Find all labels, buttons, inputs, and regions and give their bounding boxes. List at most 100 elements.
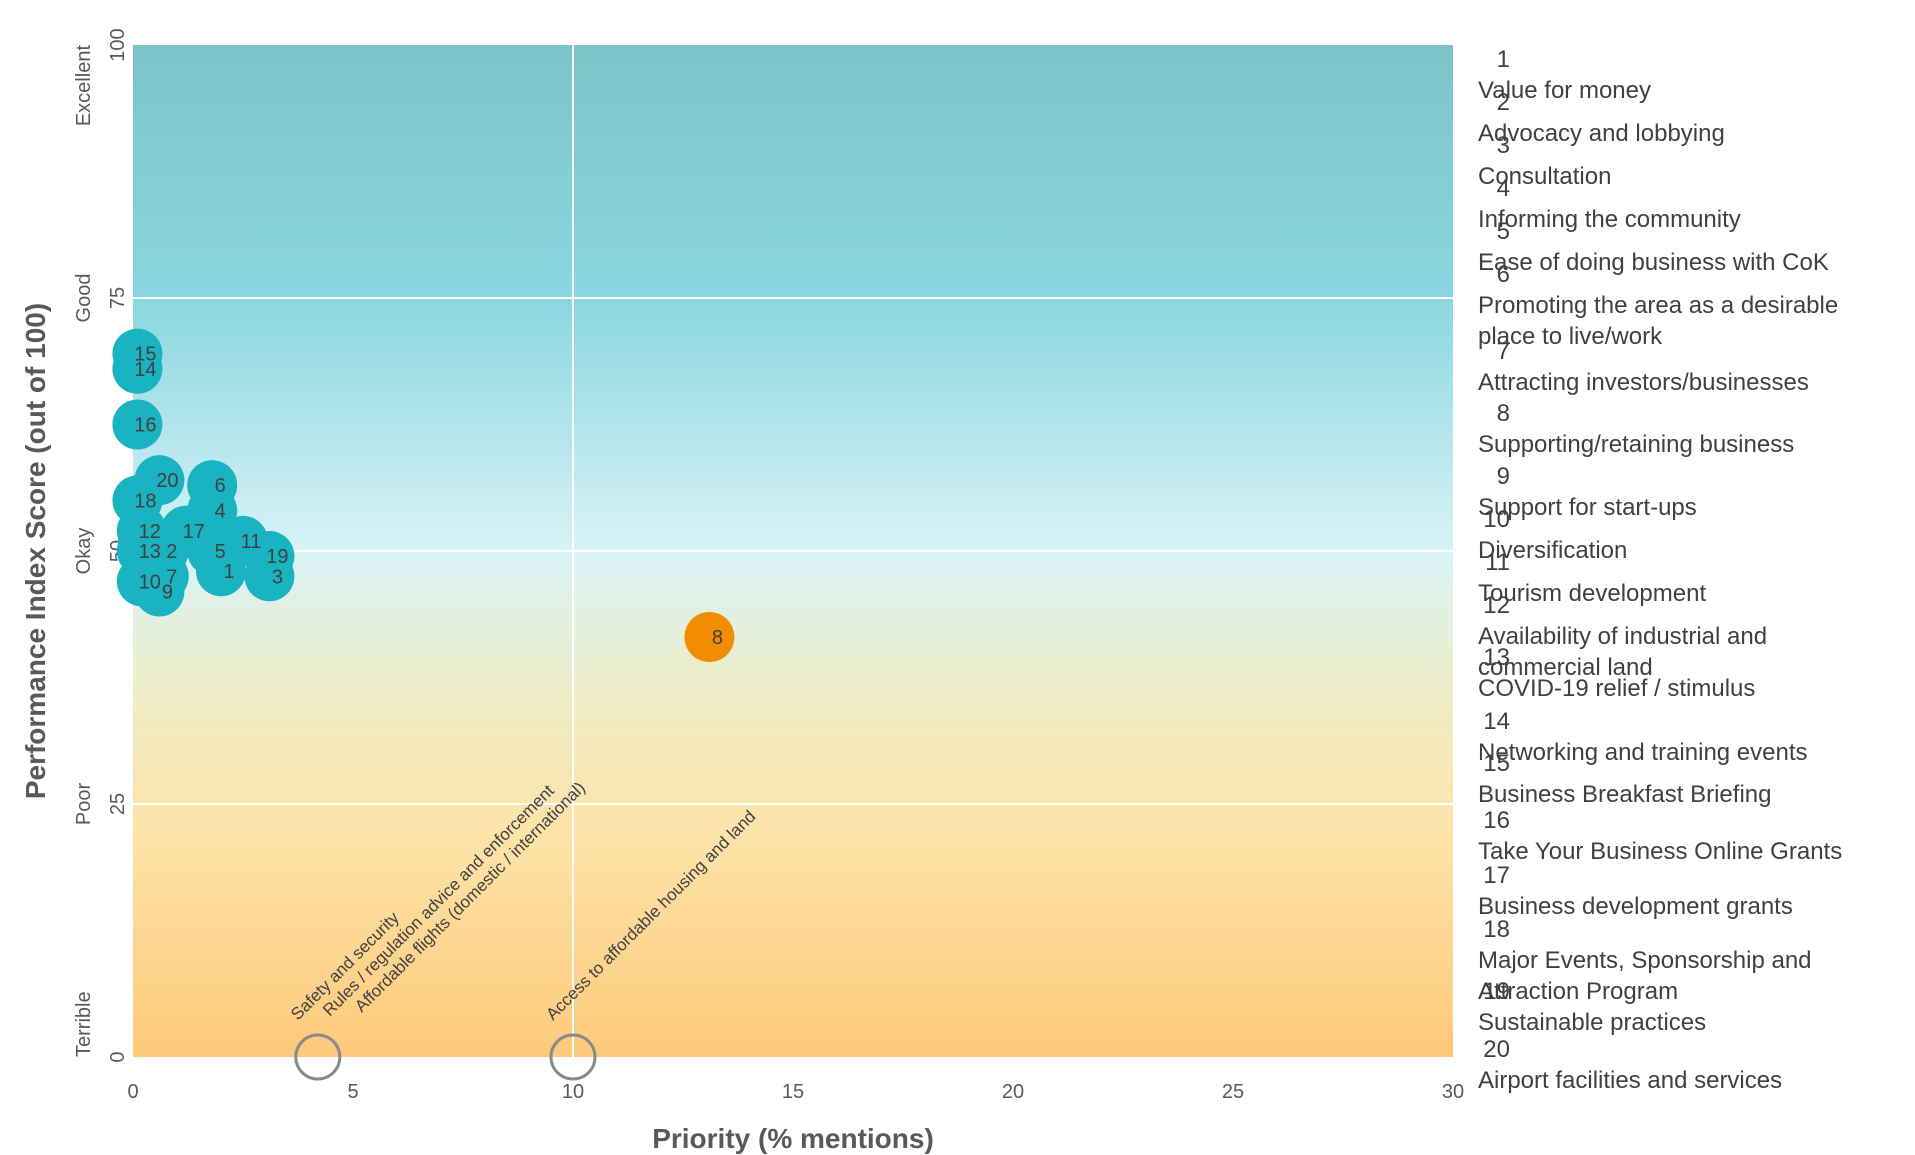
legend-label: Business development grants [1478, 893, 1793, 920]
legend-number: 5 [1496, 218, 1510, 245]
y-tick-label: 0 [107, 1051, 129, 1062]
legend-label: Diversification [1478, 537, 1628, 564]
legend-item: 10 Diversification [1470, 500, 1915, 566]
x-axis-title: Priority (% mentions) [652, 1123, 934, 1154]
legend-label: Supporting/retaining business [1478, 431, 1795, 458]
legend-item: 1 Value for money [1470, 40, 1915, 106]
legend-item: 6 Promoting the area as a desirable place … [1470, 255, 1915, 352]
y-band-labels: Terrible Poor Okay Good Excellent [73, 45, 95, 1057]
legend-number: 12 [1483, 592, 1510, 619]
bubble-point [134, 455, 185, 506]
legend-item: 11 Tourism development [1470, 543, 1915, 609]
bubble-label: 19 [266, 546, 288, 568]
legend-item: 13 COVID-19 relief / stimulus [1470, 638, 1915, 704]
legend-label: Advocacy and lobbying [1478, 120, 1725, 147]
legend-item: 3 Consultation [1470, 126, 1915, 192]
legend-number: 15 [1483, 750, 1510, 777]
legend-number: 14 [1483, 708, 1510, 735]
legend-item: 18 Major Events, Sponsorship and Attractio… [1470, 910, 1915, 1007]
legend-label: Airport facilities and services [1478, 1067, 1783, 1094]
bubble-label: 8 [712, 627, 723, 649]
x-tick-label: 5 [347, 1081, 358, 1103]
bubble-point [112, 328, 163, 379]
bubble-label: 1 [223, 561, 234, 583]
legend-item: 14 Networking and training events [1470, 702, 1915, 768]
legend-label: Sustainable practices [1478, 1009, 1707, 1036]
x-tick-label: 0 [127, 1081, 138, 1103]
y-tick-label: 25 [107, 793, 129, 815]
legend-label: Major Events, Sponsorship and Attraction … [1478, 947, 1812, 1005]
legend-label: Support for start-ups [1478, 494, 1697, 521]
legend-label: Availability of industrial and commercial… [1478, 623, 1768, 681]
legend-number: 10 [1483, 506, 1510, 533]
legend-number: 20 [1483, 1036, 1510, 1063]
legend-item: 17 Business development grants [1470, 856, 1915, 922]
bubble-label: 7 [166, 566, 177, 588]
bubble-label: 10 [139, 571, 161, 593]
legend-item: 12 Availability of industrial and commerci… [1470, 586, 1915, 683]
y-tick-label: 75 [107, 287, 129, 309]
bubble-label: 13 [139, 541, 161, 563]
legend-number: 13 [1483, 644, 1510, 671]
legend-label: Business Breakfast Briefing [1478, 781, 1772, 808]
bubble-label: 3 [272, 566, 283, 588]
legend-label: Networking and training events [1478, 739, 1808, 766]
legend-item: 19 Sustainable practices [1470, 972, 1915, 1038]
zero-score-marker [549, 1033, 597, 1081]
y-axis-title: Performance Index Score (out of 100) [20, 303, 51, 799]
bubble-label: 12 [139, 521, 161, 543]
gridlines [133, 45, 1453, 1057]
y-band-label: Terrible [73, 991, 95, 1057]
legend-item: 2 Advocacy and lobbying [1470, 83, 1915, 149]
legend-label: Promoting the area as a desirable place t… [1478, 292, 1839, 350]
legend-item: 20 Airport facilities and services [1470, 1030, 1915, 1096]
legend-item: 9 Support for start-ups [1470, 457, 1915, 523]
legend-number: 9 [1496, 463, 1510, 490]
legend-item: 5 Ease of doing business with CoK [1470, 212, 1915, 278]
legend: 1 Value for money 2 Advocacy and lobbying 3 C… [1470, 40, 1915, 1094]
legend-item: 8 Supporting/retaining business [1470, 394, 1915, 460]
bubble-label: 18 [134, 490, 156, 512]
legend-number: 4 [1496, 175, 1510, 202]
y-band-label: Okay [73, 528, 95, 575]
x-tick-label: 10 [562, 1081, 584, 1103]
legend-item: 4 Informing the community [1470, 169, 1915, 235]
legend-number: 17 [1483, 862, 1510, 889]
x-tick-label: 25 [1222, 1081, 1244, 1103]
y-band-label: Poor [73, 783, 95, 826]
legend-label: Informing the community [1478, 206, 1741, 233]
legend-number: 16 [1483, 807, 1510, 834]
legend-number: 19 [1483, 978, 1510, 1005]
bubble-label: 14 [134, 359, 156, 381]
bubble-label: 17 [183, 521, 205, 543]
bubble-point [112, 399, 163, 450]
legend-number: 1 [1496, 46, 1510, 73]
bubble-point [116, 526, 167, 576]
x-tick-label: 30 [1442, 1081, 1464, 1103]
bubble-label: 2 [166, 541, 177, 563]
y-tick-label: 100 [107, 28, 129, 61]
legend-number: 2 [1496, 89, 1510, 116]
x-tick-labels: 0 5 10 15 20 25 30 [127, 1081, 1464, 1103]
x-tick-label: 15 [782, 1081, 804, 1103]
x-tick-label: 20 [1002, 1081, 1024, 1103]
y-band-label: Excellent [73, 45, 95, 127]
legend-label: COVID-19 relief / stimulus [1478, 675, 1756, 702]
bubble-point [187, 460, 238, 511]
legend-item: 15 Business Breakfast Briefing [1470, 744, 1915, 810]
bubble-point [160, 505, 211, 556]
legend-label: Tourism development [1478, 580, 1707, 607]
bubble-label: 16 [134, 415, 156, 437]
bubble-label: 5 [215, 541, 226, 563]
legend-item: 7 Attracting investors/businesses [1470, 332, 1915, 398]
legend-number: 11 [1485, 549, 1510, 576]
legend-item: 16 Take Your Business Online Grants [1470, 801, 1915, 867]
legend-number: 3 [1496, 132, 1510, 159]
bubble-point [684, 612, 735, 663]
legend-number: 18 [1483, 916, 1510, 943]
legend-label: Attracting investors/businesses [1478, 369, 1809, 396]
bubble-point [244, 531, 295, 582]
bubble-label: 4 [215, 501, 226, 523]
